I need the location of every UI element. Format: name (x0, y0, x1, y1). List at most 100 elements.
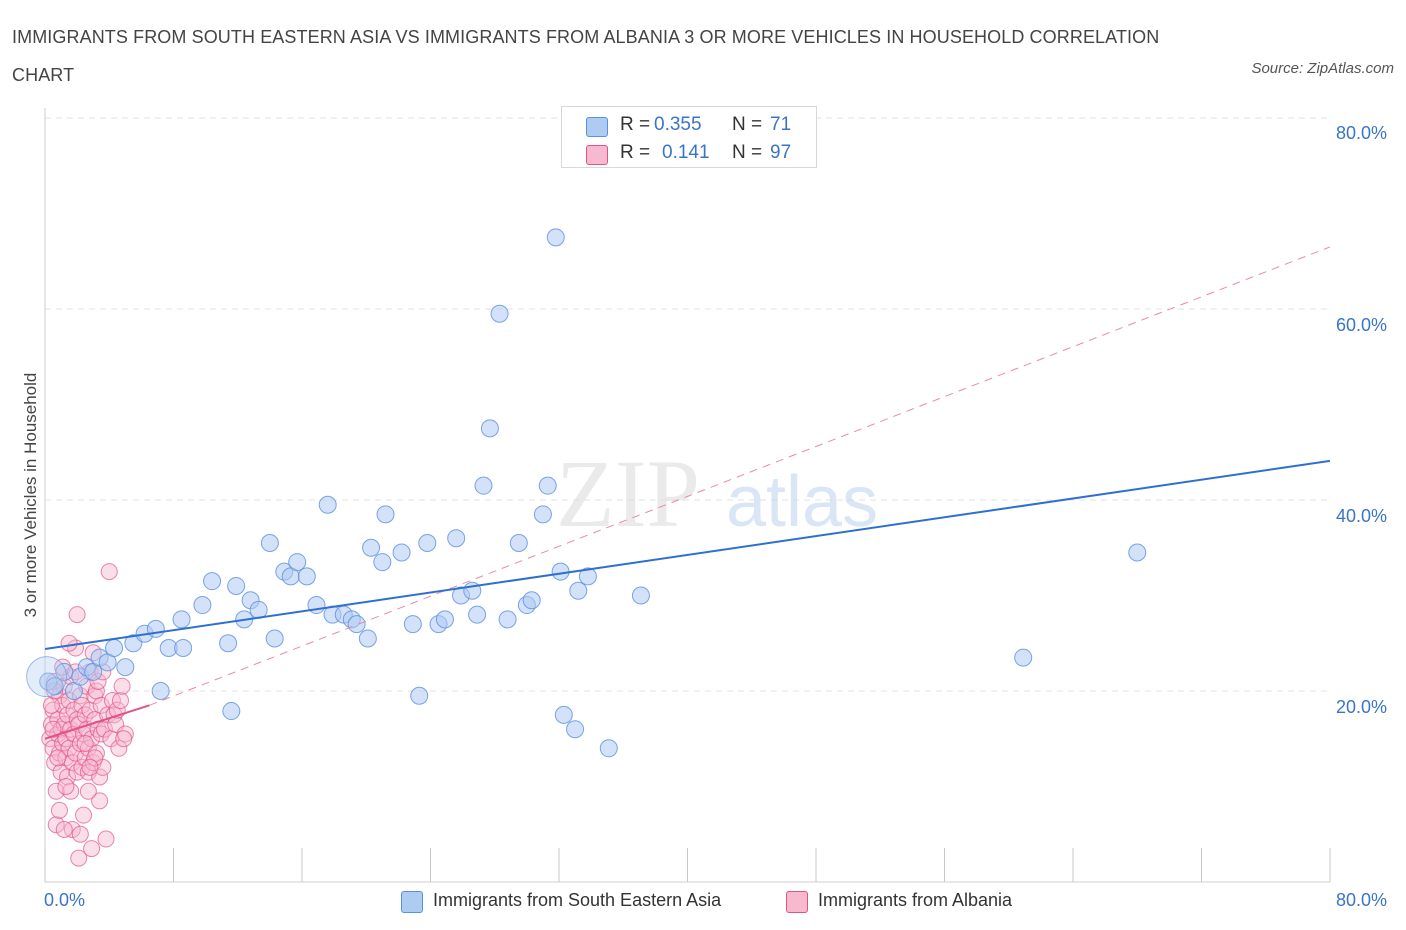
point-sea-17 (172, 610, 191, 629)
x-tick-label-min: 0.0% (44, 890, 86, 910)
point-sea-9 (105, 639, 124, 658)
point-sea-54 (490, 304, 509, 323)
point-albania-42 (76, 706, 94, 724)
point-albania-65 (95, 720, 113, 738)
legend-swatch-sea (586, 117, 608, 137)
point-albania-80 (50, 801, 68, 819)
point-sea-25 (249, 600, 268, 619)
bottom-legend-label-sea: Immigrants from South Eastern Asia (433, 890, 722, 910)
point-sea-63 (554, 705, 573, 724)
point-sea-48 (447, 529, 466, 548)
point-sea-43 (403, 615, 422, 634)
legend-n-value: 71 (770, 114, 792, 135)
y-tick-label-20: 20.0% (1336, 697, 1388, 717)
point-sea-69 (1014, 648, 1033, 667)
point-albania-5 (46, 754, 64, 772)
point-sea-66 (578, 567, 597, 586)
legend-n-value: 97 (770, 142, 792, 163)
point-sea-41 (376, 505, 395, 524)
point-albania-66 (97, 830, 115, 848)
point-sea-44 (410, 686, 429, 705)
point-sea-47 (435, 610, 454, 629)
point-sea-60 (538, 476, 557, 495)
trend-lines (44, 246, 1331, 740)
stats-legend: R = 0.355 N = 71 R = 0.141 N = 97 (561, 106, 817, 168)
point-albania-75 (111, 692, 129, 710)
point-sea-67 (599, 739, 618, 758)
point-albania-87 (71, 825, 89, 843)
point-albania-7 (47, 816, 65, 834)
y-tick-label-80: 80.0% (1336, 123, 1388, 143)
point-albania-35 (70, 849, 88, 867)
point-sea-21 (222, 702, 241, 721)
point-sea-22 (227, 576, 246, 595)
point-albania-78 (68, 606, 86, 624)
point-albania-68 (100, 563, 118, 581)
legend-n-label: N = (732, 114, 763, 135)
point-sea-27 (265, 629, 284, 648)
point-albania-50 (83, 840, 101, 858)
watermark: ZIP atlas (556, 440, 878, 547)
y-tick-label-60: 60.0% (1336, 315, 1388, 335)
point-sea-large (26, 656, 68, 698)
y-tick-label-40: 40.0% (1336, 506, 1388, 526)
point-sea-70 (1128, 543, 1147, 562)
trend-albania-extension (149, 246, 1331, 706)
bottom-legend-swatch-albania (786, 891, 808, 913)
point-albania-90 (57, 778, 75, 795)
point-albania-43 (76, 749, 94, 767)
point-sea-14 (151, 682, 170, 700)
bottom-legend-label-albania: Immigrants from Albania (818, 890, 1013, 910)
chart-title: IMMIGRANTS FROM SOUTH EASTERN ASIA VS IM… (12, 27, 1160, 85)
point-albania-86 (62, 782, 80, 800)
x-tick-label-max: 80.0% (1336, 890, 1388, 910)
source-label: Source: ZipAtlas.com (1251, 60, 1394, 77)
legend-r-value: 0.355 (654, 114, 702, 135)
point-sea-40 (373, 553, 392, 572)
point-sea-16 (174, 639, 193, 658)
point-sea-55 (498, 610, 517, 629)
point-sea-45 (418, 533, 437, 552)
point-albania-60 (91, 792, 109, 810)
watermark-atlas: atlas (726, 462, 878, 542)
point-albania-93 (115, 730, 133, 748)
point-sea-61 (546, 228, 565, 247)
legend-n-label: N = (732, 142, 763, 163)
point-sea-33 (318, 495, 337, 514)
point-albania-83 (42, 696, 60, 714)
point-sea-18 (193, 596, 212, 615)
point-albania-82 (79, 782, 97, 800)
legend-r-label: R = (620, 142, 651, 163)
point-sea-31 (297, 567, 316, 586)
bottom-legend-swatch-sea (401, 891, 423, 913)
point-sea-37 (347, 615, 366, 634)
point-albania-91 (76, 735, 94, 753)
point-albania-92 (86, 749, 104, 767)
point-albania-76 (113, 677, 131, 695)
point-albania-96 (81, 758, 99, 776)
point-sea-30 (288, 553, 307, 572)
point-sea-19 (203, 572, 222, 591)
point-sea-13 (146, 619, 165, 638)
point-sea-42 (392, 543, 411, 562)
point-sea-52 (474, 476, 493, 495)
point-albania-63 (92, 725, 110, 743)
series-sea-points (26, 228, 1147, 758)
point-albania-89 (49, 749, 67, 767)
point-albania-41 (75, 806, 93, 824)
point-sea-39 (362, 538, 381, 557)
point-sea-38 (358, 629, 377, 648)
point-sea-68 (631, 586, 650, 605)
point-sea-59 (533, 505, 552, 524)
point-sea-51 (468, 605, 487, 624)
point-sea-65 (569, 581, 588, 600)
legend-swatch-albania (586, 145, 608, 165)
axes (44, 108, 1331, 883)
point-sea-53 (480, 419, 499, 438)
trend-albania (44, 704, 150, 740)
watermark-zip: ZIP (556, 440, 700, 547)
point-sea-56 (509, 533, 528, 552)
point-sea-20 (219, 634, 238, 653)
point-albania-81 (55, 820, 73, 838)
point-sea-10 (116, 658, 135, 677)
